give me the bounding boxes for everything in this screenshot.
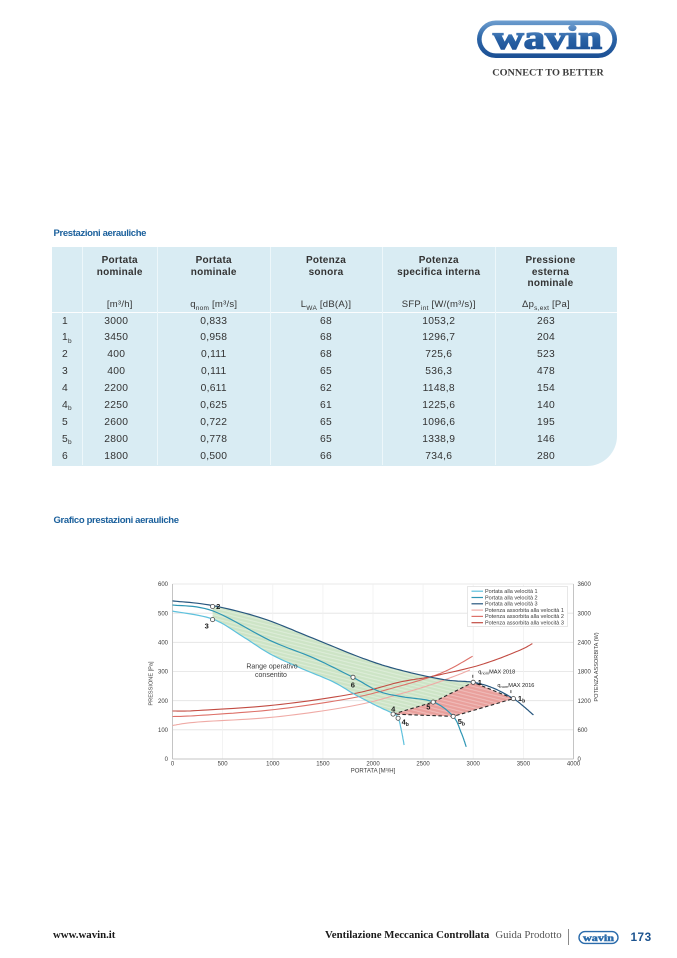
svg-text:100: 100 — [158, 728, 169, 734]
svg-text:3000: 3000 — [467, 762, 481, 768]
svg-text:3600: 3600 — [578, 582, 592, 588]
svg-text:Portata alla velocità 1: Portata alla velocità 1 — [485, 589, 538, 595]
svg-text:2000: 2000 — [366, 762, 380, 768]
svg-text:500: 500 — [158, 611, 169, 617]
svg-text:1000: 1000 — [266, 762, 280, 768]
svg-text:POTENZA ASSORBITA (W): POTENZA ASSORBITA (W) — [594, 632, 600, 701]
svg-text:600: 600 — [578, 728, 589, 734]
svg-text:qnomMAX 2018: qnomMAX 2018 — [478, 669, 515, 675]
svg-text:3500: 3500 — [517, 762, 531, 768]
svg-text:2400: 2400 — [578, 641, 592, 647]
svg-text:Portata alla velocità 2: Portata alla velocità 2 — [485, 595, 538, 601]
svg-text:1500: 1500 — [316, 762, 330, 768]
svg-text:0: 0 — [578, 757, 582, 763]
svg-text:5b: 5b — [458, 717, 465, 728]
svg-text:1: 1 — [478, 678, 482, 687]
svg-text:1b: 1b — [518, 694, 525, 705]
svg-text:CONNECT TO BETTER: CONNECT TO BETTER — [492, 69, 604, 79]
svg-text:qnomMAX 2016: qnomMAX 2016 — [497, 683, 534, 689]
svg-text:consentito: consentito — [255, 672, 287, 679]
svg-text:4: 4 — [391, 705, 396, 714]
svg-text:0: 0 — [165, 757, 169, 763]
svg-text:2: 2 — [216, 602, 220, 611]
svg-text:Portata alla velocità 3: Portata alla velocità 3 — [485, 602, 538, 608]
svg-text:600: 600 — [158, 582, 169, 588]
svg-text:300: 300 — [158, 670, 169, 676]
svg-text:PRESSIONE [Pa]: PRESSIONE [Pa] — [149, 661, 155, 706]
svg-text:0: 0 — [171, 762, 175, 768]
svg-text:400: 400 — [158, 641, 169, 647]
svg-text:1800: 1800 — [578, 670, 592, 676]
svg-text:3: 3 — [205, 622, 209, 631]
svg-text:2500: 2500 — [416, 762, 430, 768]
svg-text:Potenza assorbita alla velocit: Potenza assorbita alla velocità 3 — [485, 621, 564, 627]
svg-text:6: 6 — [351, 680, 355, 689]
svg-text:200: 200 — [158, 699, 169, 705]
svg-text:Potenza assorbita alla velocit: Potenza assorbita alla velocità 1 — [485, 608, 564, 614]
svg-text:5: 5 — [426, 703, 430, 712]
svg-text:wavin: wavin — [583, 934, 615, 944]
svg-text:1200: 1200 — [578, 699, 592, 705]
svg-text:wavin: wavin — [493, 21, 602, 57]
svg-text:Range operativo: Range operativo — [246, 664, 297, 671]
svg-text:4b: 4b — [402, 718, 409, 729]
svg-text:3000: 3000 — [578, 611, 592, 617]
svg-text:Potenza assorbita alla velocit: Potenza assorbita alla velocità 2 — [485, 614, 564, 620]
svg-text:4000: 4000 — [567, 762, 581, 768]
svg-text:PORTATA [M³/H]: PORTATA [M³/H] — [351, 769, 396, 775]
svg-text:500: 500 — [218, 762, 229, 768]
